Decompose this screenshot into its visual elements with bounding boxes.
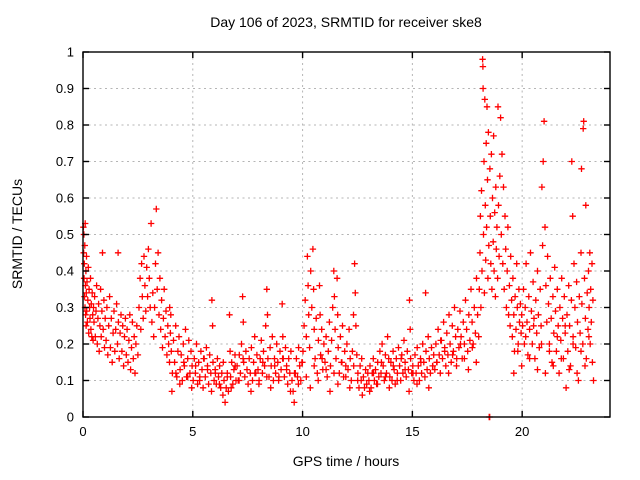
- x-axis-label: GPS time / hours: [293, 453, 400, 469]
- y-tick-label: 0.6: [56, 191, 74, 206]
- y-tick-label: 0.2: [56, 337, 74, 352]
- grid-lines: [83, 52, 610, 417]
- scatter-markers: [80, 56, 597, 421]
- y-tick-label: 1: [67, 45, 74, 60]
- y-tick-label: 0: [67, 410, 74, 425]
- data-points: [80, 56, 597, 421]
- x-tick-label: 0: [79, 424, 86, 439]
- y-tick-label: 0.4: [56, 264, 74, 279]
- y-tick-label: 0.5: [56, 227, 74, 242]
- axis-ticks: [82, 51, 610, 418]
- chart-title: Day 106 of 2023, SRMTID for receiver ske…: [210, 14, 482, 30]
- y-tick-label: 0.1: [56, 373, 74, 388]
- y-tick-labels: 0 0.1 0.2 0.3 0.4 0.5 0.6 0.7 0.8 0.9 1: [56, 45, 74, 425]
- plot-border: [82, 51, 611, 418]
- y-tick-label: 0.8: [56, 118, 74, 133]
- x-tick-label: 15: [405, 424, 419, 439]
- y-tick-label: 0.9: [56, 81, 74, 96]
- x-tick-labels: 0 5 10 15 20: [79, 424, 529, 439]
- y-tick-label: 0.3: [56, 300, 74, 315]
- x-tick-label: 10: [295, 424, 309, 439]
- x-tick-label: 5: [189, 424, 196, 439]
- x-tick-label: 20: [515, 424, 529, 439]
- y-axis-label: SRMTID / TECUs: [9, 179, 25, 289]
- y-tick-label: 0.7: [56, 154, 74, 169]
